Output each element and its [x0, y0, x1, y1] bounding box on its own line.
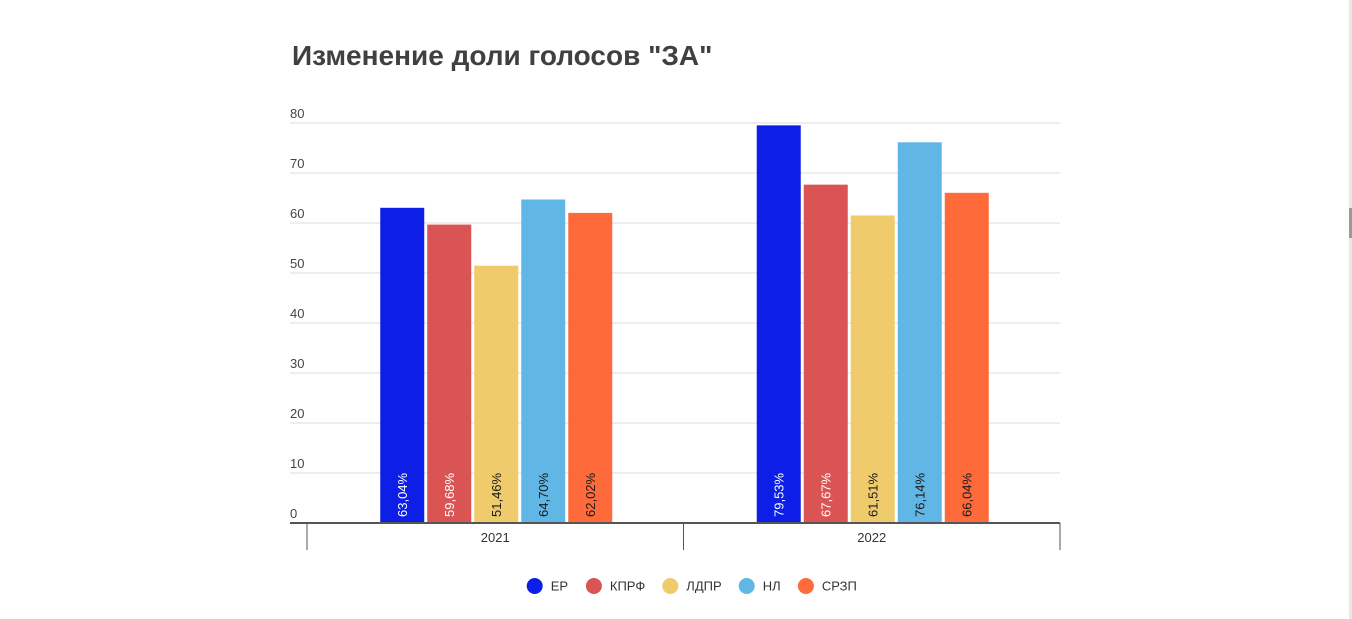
bar-data-label: 59,68%	[442, 472, 457, 517]
legend-marker	[662, 578, 679, 594]
bar-data-label: 79,53%	[771, 472, 786, 517]
bar	[944, 192, 989, 524]
bar	[756, 125, 801, 523]
legend-marker	[738, 578, 755, 594]
legend-marker	[585, 578, 602, 594]
bar	[380, 207, 425, 524]
bar	[521, 199, 566, 523]
scroll-marker	[1349, 208, 1352, 238]
bar-data-label: 61,51%	[865, 472, 880, 517]
y-tick-label: 20	[290, 406, 304, 421]
legend-label: НЛ	[763, 579, 781, 594]
legend-marker	[526, 578, 543, 594]
bar	[897, 142, 942, 524]
legend-label: ЛДПР	[686, 579, 721, 594]
bar-data-label: 67,67%	[818, 472, 833, 517]
bar-data-label: 51,46%	[489, 472, 504, 517]
bar	[427, 224, 472, 523]
legend-marker	[797, 578, 814, 594]
chart-title: Изменение доли голосов "ЗА"	[292, 40, 713, 71]
y-tick-label: 60	[290, 206, 304, 221]
y-tick-label: 10	[290, 456, 304, 471]
bar	[474, 265, 519, 523]
y-tick-label: 70	[290, 156, 304, 171]
bar-data-label: 66,04%	[959, 472, 974, 517]
bar	[803, 184, 848, 523]
y-tick-label: 30	[290, 356, 304, 371]
bar-data-label: 62,02%	[583, 472, 598, 517]
page-right-edge	[1349, 0, 1352, 619]
x-tick-label: 2022	[857, 530, 886, 545]
legend-label: КПРФ	[610, 579, 645, 594]
bar-data-label: 63,04%	[395, 472, 410, 517]
y-tick-label: 50	[290, 256, 304, 271]
y-tick-label: 0	[290, 506, 297, 521]
x-tick-label: 2021	[481, 530, 510, 545]
bar-data-label: 76,14%	[912, 472, 927, 517]
y-tick-label: 80	[290, 106, 304, 121]
legend-label: СРЗП	[822, 579, 857, 594]
y-tick-label: 40	[290, 306, 304, 321]
bar	[568, 212, 613, 523]
legend-label: ЕР	[551, 579, 568, 594]
bar	[850, 215, 895, 523]
bar-data-label: 64,70%	[536, 472, 551, 517]
